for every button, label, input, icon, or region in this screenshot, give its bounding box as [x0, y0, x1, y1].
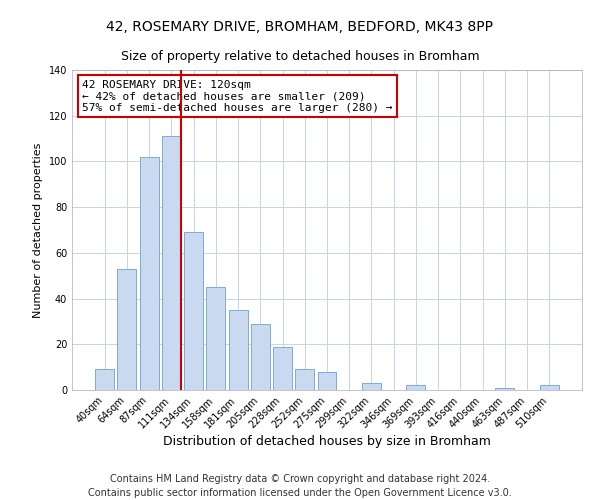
Text: 42, ROSEMARY DRIVE, BROMHAM, BEDFORD, MK43 8PP: 42, ROSEMARY DRIVE, BROMHAM, BEDFORD, MK…	[107, 20, 493, 34]
Bar	[317, 372, 337, 390]
Bar	[95, 370, 114, 390]
Bar	[251, 324, 270, 390]
Bar	[140, 157, 158, 390]
Bar	[406, 386, 425, 390]
Bar	[295, 370, 314, 390]
Bar	[496, 388, 514, 390]
Text: 42 ROSEMARY DRIVE: 120sqm
← 42% of detached houses are smaller (209)
57% of semi: 42 ROSEMARY DRIVE: 120sqm ← 42% of detac…	[82, 80, 392, 113]
Bar	[184, 232, 203, 390]
Y-axis label: Number of detached properties: Number of detached properties	[33, 142, 43, 318]
Bar	[229, 310, 248, 390]
Bar	[540, 386, 559, 390]
X-axis label: Distribution of detached houses by size in Bromham: Distribution of detached houses by size …	[163, 436, 491, 448]
Bar	[118, 269, 136, 390]
Text: Contains HM Land Registry data © Crown copyright and database right 2024.
Contai: Contains HM Land Registry data © Crown c…	[88, 474, 512, 498]
Bar	[362, 383, 381, 390]
Bar	[162, 136, 181, 390]
Bar	[206, 287, 225, 390]
Text: Size of property relative to detached houses in Bromham: Size of property relative to detached ho…	[121, 50, 479, 63]
Bar	[273, 346, 292, 390]
